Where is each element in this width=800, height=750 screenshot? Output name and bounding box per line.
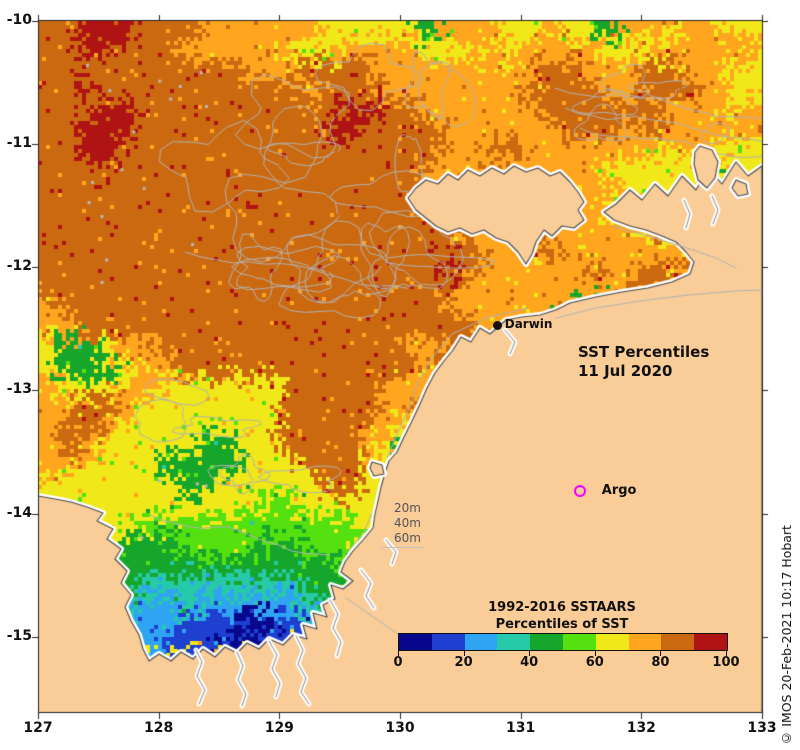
x-tick-label: 128: [144, 720, 174, 736]
colorbar-tick-mark: [463, 651, 465, 656]
colorbar-tick-label: 20: [454, 655, 473, 670]
colorbar-segment: [399, 634, 432, 650]
y-tick-label: -15: [6, 627, 32, 644]
y-tick-label: -13: [6, 381, 32, 398]
x-tick-label: 133: [747, 720, 777, 736]
colorbar-tick-label: 60: [585, 655, 604, 670]
colorbar-tick-mark: [398, 651, 399, 656]
y-tick-label: -10: [6, 12, 32, 28]
colorbar-segment: [431, 634, 465, 650]
argo-marker: [573, 485, 586, 498]
colorbar-segment: [530, 634, 563, 650]
copyright-text: © IMOS 20-Feb-2021 10:17 Hobart: [779, 525, 794, 746]
colorbar-segment: [628, 634, 662, 650]
x-tick-label: 127: [23, 720, 53, 736]
map-title-line1: SST Percentiles: [578, 343, 710, 361]
colorbar-tick-label: 40: [520, 655, 539, 670]
colorbar-segment: [562, 634, 596, 650]
x-tick-label: 130: [385, 720, 415, 736]
colorbar-segment: [464, 634, 498, 650]
colorbar: [398, 633, 728, 651]
argo-label: Argo: [601, 483, 637, 499]
depth-label: 40m: [394, 516, 421, 530]
x-tick-label: 129: [264, 720, 294, 736]
colorbar-tick-mark: [726, 651, 727, 656]
x-tick-label: 131: [506, 720, 536, 736]
colorbar-segment: [661, 634, 695, 650]
colorbar-tick-mark: [660, 651, 662, 656]
darwin-marker: [493, 320, 503, 330]
y-tick-label: -11: [6, 135, 32, 152]
depth-label: 20m: [394, 501, 421, 515]
depth-label: 60m: [394, 531, 421, 545]
map-title: SST Percentiles 11 Jul 2020: [578, 343, 709, 381]
colorbar-segment: [595, 634, 629, 650]
darwin-label: Darwin: [504, 317, 553, 332]
colorbar-tick-mark: [529, 651, 531, 656]
y-tick-label: -12: [6, 258, 32, 275]
colorbar-tick-label: 100: [712, 655, 740, 670]
colorbar-segment: [694, 634, 727, 650]
depth-legend-line: [381, 547, 424, 548]
colorbar-tick-label: 0: [393, 655, 403, 670]
colorbar-title-line1: 1992-2016 SSTAARS: [488, 600, 636, 615]
colorbar-segment: [497, 634, 531, 650]
x-tick-label: 132: [626, 720, 656, 736]
colorbar-tick-mark: [594, 651, 596, 656]
y-tick-label: -14: [6, 504, 32, 521]
colorbar-tick-label: 80: [651, 655, 670, 670]
map-title-line2: 11 Jul 2020: [578, 362, 673, 380]
colorbar-title-line2: Percentiles of SST: [495, 617, 629, 632]
